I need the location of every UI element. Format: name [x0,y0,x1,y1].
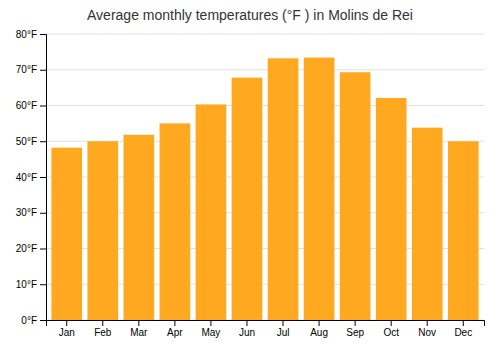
tick-label: Jun [239,327,255,338]
tick-label: 50°F [16,136,37,147]
tick-label: 30°F [16,207,37,218]
tick: May [201,320,220,338]
bar [448,141,479,320]
bar [412,128,443,320]
chart-container: 0°F 10°F 20°F 30°F 40°F 50°F 60°F 70°F 80°F Jan Fe… [0,0,500,350]
title: Average monthly temperatures (°F ) in Mo… [87,7,413,23]
y-axis: 0°F 10°F 20°F 30°F 40°F 50°F 60°F 70°F 80°F [16,29,47,326]
tick-mark [391,320,392,326]
tick: Aug [310,320,328,338]
tick-label: Nov [418,327,436,338]
tick-label: 70°F [16,64,37,75]
tick-mark [319,320,320,326]
bar [232,78,263,320]
grid-line [46,105,484,106]
tick-label: Mar [130,327,148,338]
tick-mark [40,34,46,35]
bars [51,58,478,320]
grid-line [46,69,484,70]
tick: Sep [346,320,364,338]
chart-svg: 0°F 10°F 20°F 30°F 40°F 50°F 60°F 70°F 80°F Jan Fe… [0,0,500,350]
tick-label: 20°F [16,243,37,254]
tick: Jul [277,320,290,338]
tick-label: Sep [346,327,364,338]
bar [124,135,155,320]
tick: 10°F [16,279,46,290]
tick-mark [463,320,464,326]
bar [51,148,82,320]
tick-label: Oct [383,327,399,338]
tick-mark [40,213,46,214]
tick-mark [138,320,139,326]
tick: 0°F [21,315,46,326]
tick-label: 60°F [16,100,37,111]
axis-line [40,35,47,321]
tick-mark [66,320,67,326]
tick-mark [210,320,211,326]
bar [304,58,335,320]
tick: 20°F [16,243,46,254]
tick: 60°F [16,100,46,111]
tick-label: 0°F [21,315,37,326]
tick-label: Jan [59,327,75,338]
bar [160,123,191,320]
tick: 80°F [16,29,46,40]
tick: 50°F [16,136,46,147]
grid-line [46,34,484,35]
tick-mark [174,320,175,326]
tick-mark [40,106,46,107]
tick: Oct [383,320,399,338]
tick: Feb [94,320,112,338]
bar [87,141,118,320]
tick: Nov [418,320,436,338]
tick-mark [40,141,46,142]
tick-label: Aug [310,327,328,338]
tick-mark [40,249,46,250]
tick: Jun [239,320,255,338]
grid [46,34,484,320]
x-axis: Jan Feb Mar Apr May Jun Jul Aug Sep Oct Nov Dec [47,320,485,338]
tick-label: Apr [167,327,183,338]
tick: 30°F [16,207,46,218]
tick-mark [355,320,356,326]
tick-mark [40,177,46,178]
tick: 70°F [16,64,46,75]
tick-label: Dec [454,327,472,338]
tick: Apr [167,320,183,338]
tick-mark [40,284,46,285]
tick-label: Jul [277,327,290,338]
tick-label: Feb [94,327,112,338]
tick-label: May [201,327,220,338]
bar [376,98,407,320]
tick: 40°F [16,172,46,183]
tick: Mar [130,320,148,338]
plot-area: 0°F 10°F 20°F 30°F 40°F 50°F 60°F 70°F 80°F Jan Fe… [16,29,485,338]
tick-label: 80°F [16,29,37,40]
bar [340,72,371,320]
tick: Jan [59,320,75,338]
tick-mark [40,320,46,321]
axis-line [47,321,485,327]
tick-mark [102,320,103,326]
bar [268,58,299,320]
bar [196,104,227,320]
tick: Dec [454,320,472,338]
tick-mark [283,320,284,326]
tick-mark [427,320,428,326]
tick-mark [40,70,46,71]
tick-label: 40°F [16,172,37,183]
tick-label: 10°F [16,279,37,290]
tick-mark [246,320,247,326]
